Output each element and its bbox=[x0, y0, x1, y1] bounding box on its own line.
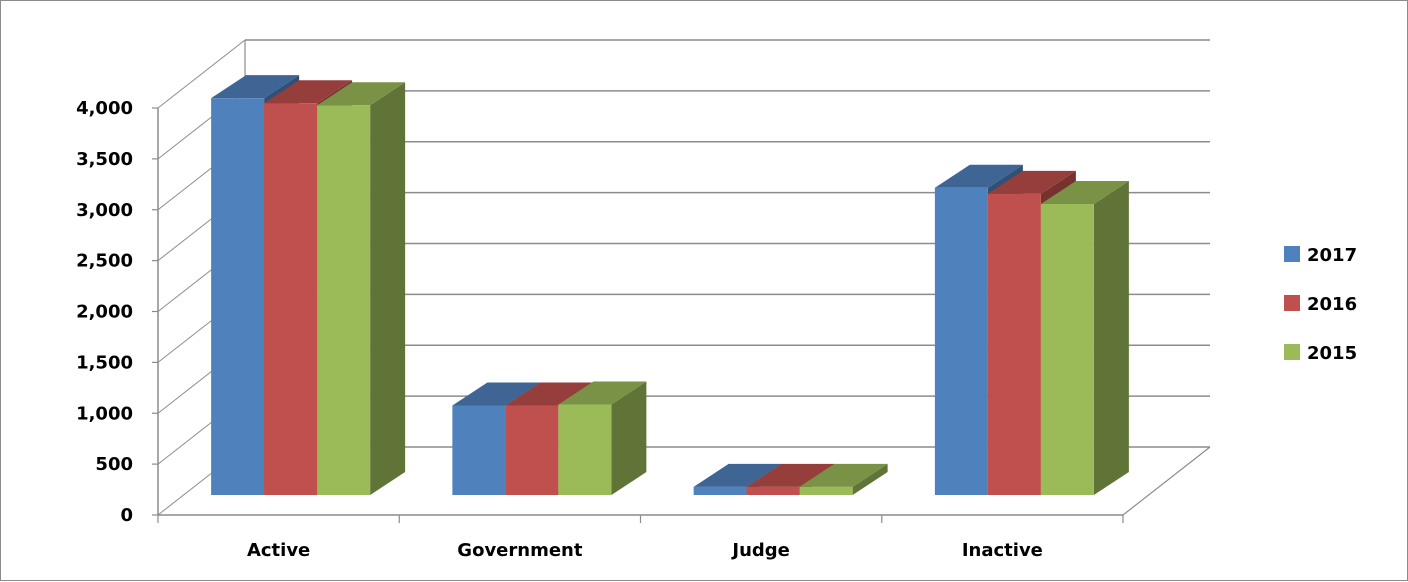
bar-top-face bbox=[693, 463, 782, 487]
category-label: Inactive bbox=[962, 540, 1043, 561]
category-label: Active bbox=[247, 540, 310, 561]
y-tick-label: 1,500 bbox=[76, 352, 133, 373]
bar-2015-judge bbox=[799, 463, 888, 495]
bar-side-face bbox=[852, 463, 888, 495]
bar-front-face bbox=[452, 405, 506, 495]
legend: 2017 2016 2015 bbox=[1284, 245, 1357, 364]
bar-front-face bbox=[934, 187, 988, 495]
floor-right-edge bbox=[1122, 446, 1211, 516]
bar-front-face bbox=[693, 486, 747, 495]
gridline-diagonal bbox=[157, 39, 246, 109]
legend-label-2017: 2017 bbox=[1307, 245, 1357, 266]
y-tick-label: 0 bbox=[120, 505, 133, 526]
y-tick-label: 4,000 bbox=[76, 98, 133, 119]
legend-swatch-2016 bbox=[1284, 295, 1300, 311]
bar-front-face bbox=[264, 103, 318, 495]
bar-front-face bbox=[558, 404, 612, 495]
y-tick-label: 3,500 bbox=[76, 149, 133, 170]
bar-front-face bbox=[317, 105, 371, 496]
bar-top-face bbox=[1040, 180, 1129, 204]
category-label: Judge bbox=[730, 540, 790, 561]
legend-swatch-2015 bbox=[1284, 344, 1300, 360]
bar-side-face bbox=[370, 82, 406, 496]
x-axis: Active Government Judge Inactive bbox=[157, 515, 1124, 561]
bar-2015-government bbox=[558, 381, 647, 495]
bar-top-face bbox=[558, 381, 647, 405]
bar-side-face bbox=[1093, 180, 1129, 495]
bar-top-face bbox=[211, 75, 300, 99]
bar-top-face bbox=[264, 80, 353, 104]
bar-side-face bbox=[611, 381, 647, 495]
y-tick-label: 1,000 bbox=[76, 403, 133, 424]
bar-top-face bbox=[505, 382, 594, 406]
legend-label-2016: 2016 bbox=[1307, 294, 1357, 315]
legend-swatch-2017 bbox=[1284, 246, 1300, 262]
bar-front-face bbox=[746, 486, 800, 495]
bar-front-face bbox=[987, 193, 1041, 495]
bar-front-face bbox=[799, 486, 853, 495]
bar-top-face bbox=[799, 463, 888, 487]
bar-front-face bbox=[505, 405, 559, 495]
bar-front-face bbox=[1040, 203, 1094, 495]
legend-label-2015: 2015 bbox=[1307, 343, 1357, 364]
bar-2015-inactive bbox=[1040, 180, 1129, 495]
bar-2015-active bbox=[317, 82, 406, 496]
y-axis: 0 500 1,000 1,500 2,000 2,500 3,000 3,500 4,000 bbox=[76, 98, 158, 526]
y-tick-label: 3,000 bbox=[76, 200, 133, 221]
y-tick-label: 500 bbox=[95, 454, 133, 475]
category-label: Government bbox=[457, 540, 583, 561]
bar-top-face bbox=[452, 382, 541, 406]
y-tick-label: 2,500 bbox=[76, 251, 133, 272]
bar-top-face bbox=[317, 82, 406, 106]
y-tick-label: 2,000 bbox=[76, 302, 133, 323]
bar-top-face bbox=[934, 164, 1023, 188]
bar-top-face bbox=[746, 463, 835, 487]
bar-top-face bbox=[987, 170, 1076, 194]
bar-front-face bbox=[211, 98, 265, 496]
bars bbox=[211, 75, 1129, 496]
